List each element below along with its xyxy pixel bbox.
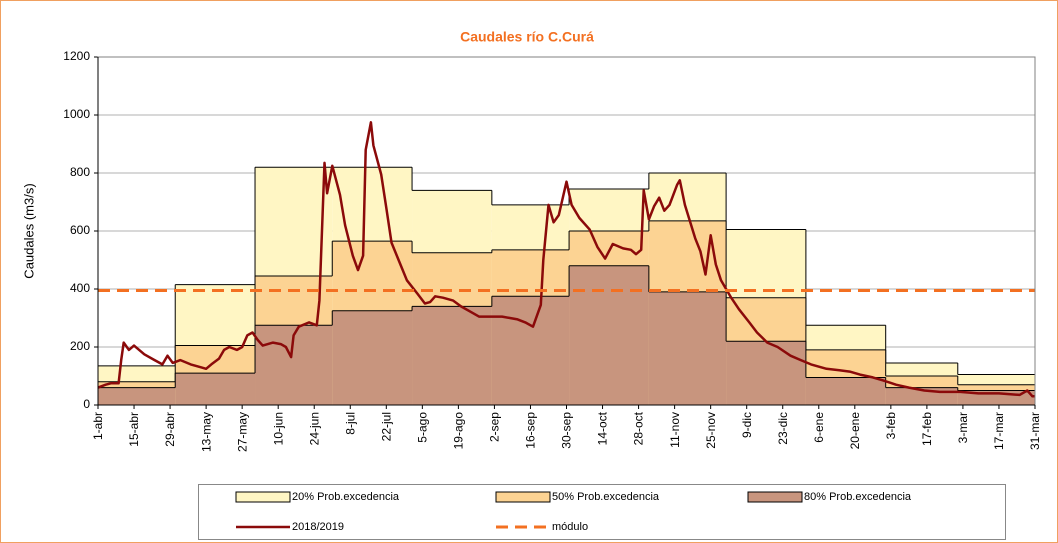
legend-swatch [747, 491, 803, 503]
y-tick-label: 800 [70, 165, 90, 179]
band-step [726, 341, 806, 405]
band-step [491, 296, 570, 405]
legend-label: 20% Prob.excedencia [292, 491, 400, 503]
y-tick-label: 1200 [63, 49, 90, 63]
x-tick-label: 14-oct [596, 411, 610, 445]
chart-title: Caudales río C.Curá [460, 29, 594, 45]
legend-label: módulo [552, 521, 588, 533]
legend-label: 50% Prob.excedencia [552, 491, 660, 503]
x-tick-label: 24-jun [307, 412, 321, 445]
x-tick-label: 1-abr [91, 412, 105, 440]
y-tick-label: 400 [70, 281, 90, 295]
x-tick-label: 13-may [199, 412, 213, 452]
band-step [175, 373, 256, 405]
flow-line [97, 121, 1035, 398]
x-tick-label: 22-jul [379, 412, 393, 441]
x-tick-label: 10-jun [271, 412, 285, 445]
y-tick-label: 0 [83, 397, 90, 411]
y-axis-label: Caudales (m3/s) [21, 183, 36, 278]
y-tick-label: 200 [70, 339, 90, 353]
band-step [412, 306, 492, 405]
x-tick-label: 29-abr [163, 412, 177, 447]
legend-box [198, 484, 1006, 540]
band-step [648, 291, 727, 405]
y-tick-label: 600 [70, 223, 90, 237]
x-tick-label: 6-ene [812, 412, 826, 443]
x-tick-label: 3-feb [884, 412, 898, 440]
band-step [332, 310, 413, 405]
x-tick-label: 11-nov [668, 412, 682, 448]
x-tick-label: 17-feb [920, 412, 934, 446]
x-tick-label: 28-oct [632, 411, 646, 445]
x-tick-label: 16-sep [524, 412, 538, 449]
y-tick-label: 1000 [63, 107, 90, 121]
x-tick-label: 9-dic [740, 412, 754, 438]
legend-swatch [235, 491, 291, 503]
x-tick-label: 15-abr [127, 412, 141, 447]
x-tick-label: 5-ago [416, 412, 430, 443]
x-tick-label: 20-ene [848, 412, 862, 450]
x-tick-label: 30-sep [560, 412, 574, 449]
band-step [569, 265, 649, 405]
legend-swatch [495, 491, 551, 503]
band-step [805, 377, 886, 405]
x-tick-label: 2-sep [488, 412, 502, 442]
legend-label: 80% Prob.excedencia [804, 491, 912, 503]
x-tick-label: 31-mar [1028, 412, 1042, 450]
band-step [98, 387, 176, 405]
x-tick-label: 23-dic [776, 412, 790, 445]
x-tick-label: 3-mar [956, 412, 970, 443]
x-tick-label: 19-ago [452, 412, 466, 450]
x-tick-label: 17-mar [992, 412, 1006, 450]
x-tick-label: 25-nov [704, 412, 718, 449]
x-tick-label: 8-jul [343, 412, 357, 435]
x-tick-label: 27-may [235, 412, 249, 452]
legend-label: 2018/2019 [292, 521, 344, 533]
